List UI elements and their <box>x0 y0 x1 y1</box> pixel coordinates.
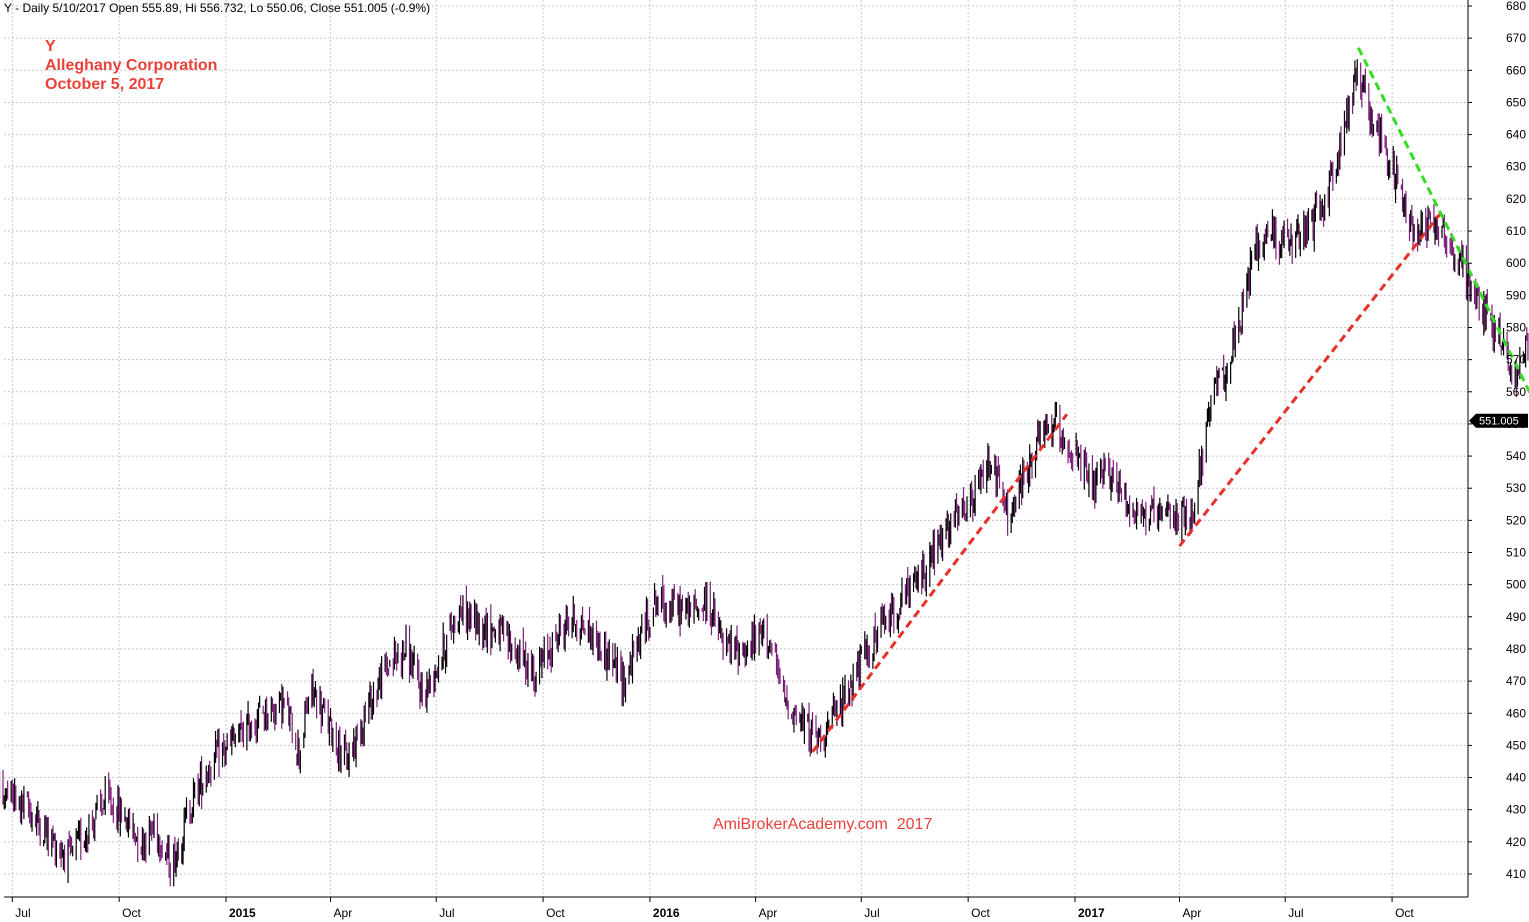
y-tick-label: 570 <box>1506 353 1526 367</box>
downtrend-trendline <box>1357 47 1529 395</box>
x-tick-label: 2015 <box>229 906 256 920</box>
y-tick-label: 420 <box>1506 835 1526 849</box>
y-tick-label: 450 <box>1506 738 1526 752</box>
y-tick-label: 480 <box>1506 642 1526 656</box>
y-tick-label: 470 <box>1506 674 1526 688</box>
y-tick-label: 530 <box>1506 481 1526 495</box>
y-tick-label: 610 <box>1506 224 1526 238</box>
ticker-label: Y <box>45 38 56 55</box>
x-tick-label: Oct <box>971 906 990 920</box>
chart-annotation-block: Y Alleghany Corporation October 5, 2017 <box>45 37 217 94</box>
uptrend-trendline <box>811 413 1069 753</box>
x-tick-label: Jul <box>1288 906 1303 920</box>
x-tick-label: Jul <box>864 906 879 920</box>
watermark: AmiBrokerAcademy.com 2017 <box>713 816 933 833</box>
y-tick-label: 660 <box>1506 63 1526 77</box>
last-price-marker <box>1469 413 1528 428</box>
y-tick-label: 540 <box>1506 449 1526 463</box>
y-tick-label: 560 <box>1506 385 1526 399</box>
y-tick-label: 410 <box>1506 867 1526 881</box>
x-tick-label: Jul <box>439 906 454 920</box>
y-tick-label: 580 <box>1506 320 1526 334</box>
annotation-date: October 5, 2017 <box>45 76 165 93</box>
last-price-label: 551.005 <box>1479 416 1519 428</box>
price-info-header: Y - Daily 5/10/2017 Open 555.89, Hi 556.… <box>4 1 431 15</box>
y-tick-label: 460 <box>1506 706 1526 720</box>
x-tick-label: Apr <box>1183 906 1202 920</box>
y-tick-label: 650 <box>1506 95 1526 109</box>
y-tick-label: 510 <box>1506 546 1526 560</box>
y-tick-label: 630 <box>1506 160 1526 174</box>
company-name: Alleghany Corporation <box>45 57 218 74</box>
y-tick-label: 500 <box>1506 578 1526 592</box>
uptrend-trendline <box>1178 207 1446 548</box>
y-tick-label: 640 <box>1506 128 1526 142</box>
y-tick-label: 440 <box>1506 771 1526 785</box>
x-tick-label: Jul <box>15 906 30 920</box>
y-tick-label: 430 <box>1506 803 1526 817</box>
x-tick-label: 2016 <box>653 906 680 920</box>
x-tick-label: 2017 <box>1078 906 1105 920</box>
y-tick-label: 600 <box>1506 256 1526 270</box>
x-tick-label: Oct <box>122 906 141 920</box>
y-tick-label: 680 <box>1506 0 1526 13</box>
y-tick-label: 620 <box>1506 192 1526 206</box>
y-tick-label: 590 <box>1506 288 1526 302</box>
x-tick-label: Oct <box>1395 906 1414 920</box>
y-tick-label: 520 <box>1506 513 1526 527</box>
y-tick-label: 490 <box>1506 610 1526 624</box>
y-tick-label: 670 <box>1506 31 1526 45</box>
x-tick-label: Apr <box>334 906 353 920</box>
x-tick-label: Apr <box>759 906 778 920</box>
x-tick-label: Oct <box>546 906 565 920</box>
